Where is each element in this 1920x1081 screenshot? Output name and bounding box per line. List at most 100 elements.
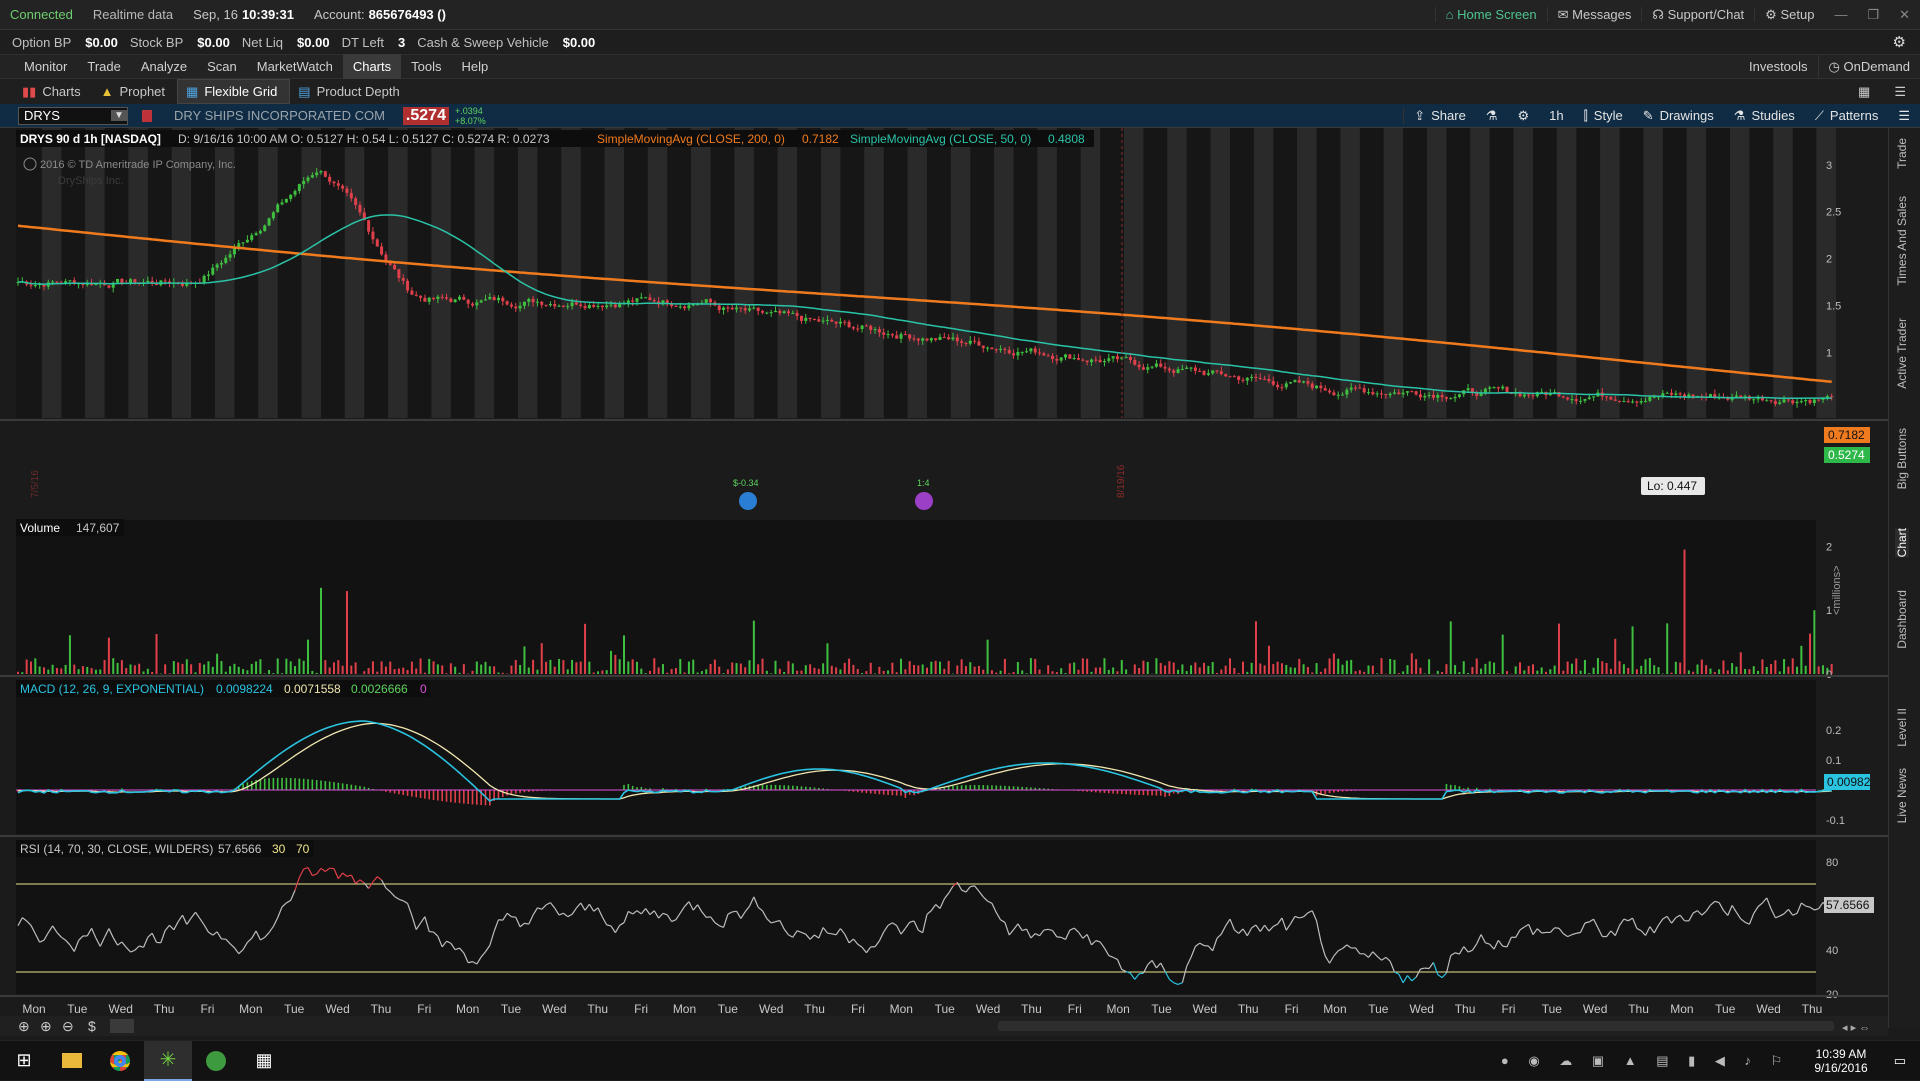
patterns-button[interactable]: ⟋Patterns	[1805, 108, 1889, 124]
chart-menu-icon[interactable]: ☰	[1888, 108, 1920, 124]
volume-bar	[1285, 665, 1287, 674]
support-chat-button[interactable]: ☊ Support/Chat	[1641, 7, 1754, 22]
rail-tab-chart[interactable]: Chart	[1895, 528, 1909, 557]
rail-tab-dashboard[interactable]: Dashboard	[1895, 590, 1909, 649]
list-menu-icon[interactable]: ☰	[1894, 84, 1920, 100]
rail-tab-big-buttons[interactable]: Big Buttons	[1895, 428, 1909, 489]
taskbar-file-explorer[interactable]	[48, 1041, 96, 1081]
volume-bar	[861, 673, 863, 674]
menu-item-monitor[interactable]: Monitor	[14, 54, 77, 79]
volume-bar	[1030, 658, 1032, 674]
subtab-prophet[interactable]: ▲Prophet	[93, 79, 177, 104]
interval-selector[interactable]: 1h	[1539, 108, 1573, 123]
investools-link[interactable]: Investools	[1739, 54, 1818, 79]
rail-tab-trade[interactable]: Trade	[1895, 138, 1909, 169]
grid-layout-icon[interactable]: ▦	[1858, 84, 1894, 100]
subtab-charts[interactable]: ▮▮Charts	[14, 79, 93, 104]
volume-bar	[1155, 658, 1157, 674]
volume-bar	[818, 669, 820, 674]
chart-area[interactable]: 32.521.51 210 0.20.1-0.1 80604020 MonTue…	[0, 128, 1888, 1040]
drawings-button[interactable]: ✎Drawings	[1633, 108, 1724, 124]
zoom-in-icon[interactable]: ⊕	[40, 1018, 52, 1034]
taskbar-calculator[interactable]: ▦	[240, 1041, 288, 1081]
taskbar-thinkorswim[interactable]: ✳	[144, 1041, 192, 1081]
messages-button[interactable]: ✉ Messages	[1547, 7, 1642, 22]
menu-item-tools[interactable]: Tools	[401, 54, 451, 79]
macd-histogram-bar	[450, 790, 452, 802]
macd-histogram-bar	[437, 790, 439, 801]
volume-pane[interactable]: 210	[16, 520, 1833, 681]
maximize-button[interactable]: ❐	[1857, 7, 1889, 23]
share-button[interactable]: ⇪Share	[1403, 108, 1476, 124]
tray-icons[interactable]: ● ◉ ☁ ▣ ▲ ▤ ▮ ◀ ♪ ⚐	[1501, 1053, 1802, 1069]
x-axis-label: Fri	[200, 1002, 214, 1016]
horizontal-scrollbar[interactable]	[998, 1021, 1834, 1031]
candle-body	[1579, 401, 1582, 402]
macd-histogram-bar	[498, 790, 500, 799]
volume-bar	[1173, 663, 1175, 674]
subtab-product-depth[interactable]: ▤Product Depth	[290, 79, 411, 104]
candle-body	[216, 265, 219, 268]
menu-item-analyze[interactable]: Analyze	[131, 54, 197, 79]
minimize-button[interactable]: —	[1824, 7, 1857, 22]
candle-body	[506, 301, 509, 304]
ondemand-button[interactable]: ◷ OnDemand	[1818, 54, 1920, 79]
volume-bar	[1818, 666, 1820, 674]
close-button[interactable]: ✕	[1889, 7, 1920, 23]
taskbar-chrome[interactable]	[96, 1041, 144, 1081]
chevron-down-icon[interactable]: ▼	[111, 110, 127, 121]
menu-item-charts[interactable]: Charts	[343, 54, 401, 79]
volume-bar	[1393, 660, 1395, 674]
volume-bar	[30, 662, 32, 674]
realtime-data-menu[interactable]: Realtime data	[83, 7, 183, 22]
macd-pane[interactable]: 0.20.1-0.1	[16, 680, 1845, 834]
dividend-event-icon[interactable]	[739, 492, 757, 510]
menu-item-help[interactable]: Help	[451, 54, 498, 79]
volume-bar	[675, 668, 677, 674]
candle-body	[930, 338, 933, 340]
rail-tab-times-and-sales[interactable]: Times And Sales	[1895, 196, 1909, 286]
candle-body	[302, 181, 305, 184]
crosshair-icon[interactable]: ⊕	[18, 1018, 30, 1034]
rail-tab-active-trader[interactable]: Active Trader	[1895, 318, 1909, 389]
dollar-icon[interactable]: $	[88, 1018, 96, 1034]
setup-button[interactable]: ⚙ Setup	[1754, 7, 1824, 22]
home-screen-button[interactable]: ⌂ Home Screen	[1435, 7, 1547, 22]
style-button[interactable]: ⫿Style	[1574, 108, 1633, 124]
rail-tab-live-news[interactable]: Live News	[1895, 768, 1909, 823]
symbol-link-icon[interactable]	[142, 110, 152, 122]
zoom-out-icon[interactable]: ⊖	[62, 1018, 74, 1034]
net-change-percent: +8.07%	[455, 116, 486, 126]
price-pane[interactable]: 32.521.51	[16, 128, 1841, 418]
volume-bar	[1623, 664, 1625, 674]
notification-icon[interactable]: ▭	[1880, 1053, 1920, 1069]
settings-gear-icon[interactable]: ⚙	[1893, 33, 1920, 51]
menu-item-scan[interactable]: Scan	[197, 54, 247, 79]
taskbar-app-green[interactable]	[192, 1041, 240, 1081]
scroll-arrows-icon[interactable]: ◂ ▸ ⇔	[1842, 1022, 1870, 1034]
volume-bar	[1515, 666, 1517, 674]
taskbar-clock[interactable]: 10:39 AM 9/16/2016	[1802, 1047, 1879, 1075]
chart-settings-button[interactable]: ⚙	[1507, 108, 1539, 124]
studies-button[interactable]: ⚗Studies	[1724, 108, 1805, 124]
volume-bar	[935, 661, 937, 674]
company-name: DRY SHIPS INCORPORATED COM	[174, 108, 385, 123]
symbol-input[interactable]: DRYS▼	[18, 107, 128, 125]
menu-item-marketwatch[interactable]: MarketWatch	[247, 54, 343, 79]
rsi-pane[interactable]: 80604020	[16, 840, 1838, 1001]
menu-item-trade[interactable]: Trade	[77, 54, 130, 79]
volume-bar	[82, 666, 84, 674]
rail-tab-level-ii[interactable]: Level II	[1895, 708, 1909, 747]
candle-body	[813, 319, 816, 320]
split-event-icon[interactable]	[915, 492, 933, 510]
candle-body	[1562, 396, 1565, 397]
account-selector[interactable]: 865676493 ()	[369, 7, 446, 22]
subtab-flexible-grid[interactable]: ▦Flexible Grid	[177, 79, 290, 104]
windows-start-button[interactable]: ⊞	[0, 1041, 48, 1081]
candle-body	[1588, 397, 1591, 399]
volume-bar	[285, 659, 287, 674]
lab-button[interactable]: ⚗	[1476, 108, 1508, 124]
reset-button[interactable]	[110, 1019, 134, 1033]
candle-body	[969, 341, 972, 344]
candle-body	[181, 284, 184, 286]
